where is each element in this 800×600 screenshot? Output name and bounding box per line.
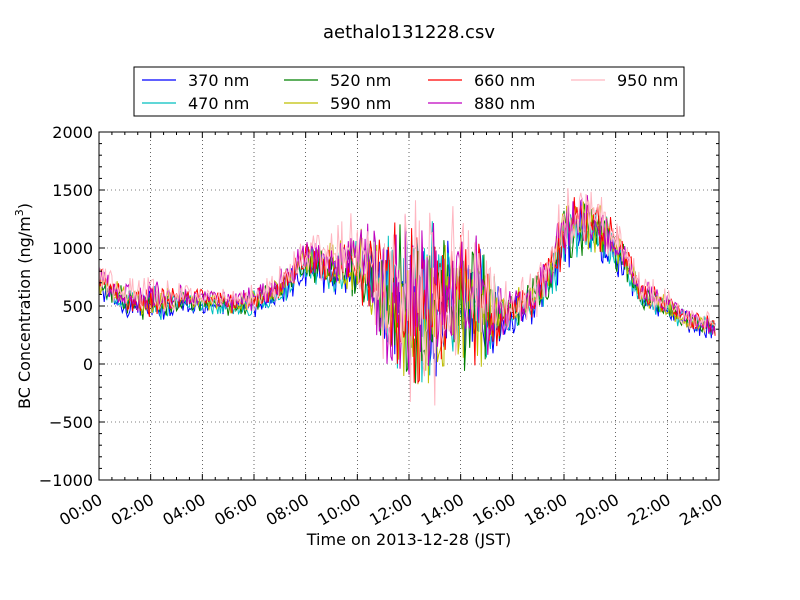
legend-label: 880 nm <box>474 94 535 113</box>
y-tick-label: −500 <box>49 413 93 432</box>
x-tick-label: 04:00 <box>159 490 208 530</box>
series-line <box>98 195 716 375</box>
x-tick-label: 12:00 <box>366 490 415 530</box>
series-layer <box>98 188 716 406</box>
chart-title: aethalo131228.csv <box>323 22 495 43</box>
series-line <box>98 188 716 406</box>
y-axis-label-close: ) <box>15 203 34 209</box>
legend-label: 660 nm <box>474 71 535 90</box>
x-tick-label: 18:00 <box>521 490 570 530</box>
y-tick-label: −1000 <box>39 471 93 490</box>
x-tick-label: 16:00 <box>469 490 518 530</box>
x-tick-label: 00:00 <box>56 490 105 530</box>
ticks: 00:00 02:00 04:00 06:00 08:00 10:00 12:00 14:00… <box>39 123 726 529</box>
legend-label: 950 nm <box>617 71 678 90</box>
legend-label: 590 nm <box>330 94 391 113</box>
x-tick-label: 22:00 <box>624 490 673 530</box>
y-tick-label: 500 <box>62 297 93 316</box>
y-tick-label: 0 <box>83 355 93 374</box>
x-tick-label: 24:00 <box>676 490 725 530</box>
legend-label: 520 nm <box>330 71 391 90</box>
y-tick-label: 1500 <box>52 181 93 200</box>
x-tick-label: 02:00 <box>108 490 157 530</box>
x-tick-label: 06:00 <box>211 490 260 530</box>
y-axis-label-sup: 3 <box>13 209 26 216</box>
x-tick-label: 14:00 <box>418 490 467 530</box>
x-tick-label: 08:00 <box>263 490 312 530</box>
x-tick-label: 20:00 <box>573 490 622 530</box>
legend-label: 370 nm <box>188 71 249 90</box>
y-axis-label-main: BC Concentration (ng/m <box>15 216 34 409</box>
y-tick-label: 1000 <box>52 239 93 258</box>
x-axis-label: Time on 2013-12-28 (JST) <box>306 530 511 549</box>
legend-frame <box>133 66 685 117</box>
y-tick-label: 2000 <box>52 123 93 142</box>
legend: 370 nm 470 nm 520 nm 590 nm 660 nm 880 nm 950 … <box>133 66 685 117</box>
legend-label: 470 nm <box>188 94 249 113</box>
y-axis-label: BC Concentration (ng/m3) <box>13 203 34 409</box>
x-tick-label: 10:00 <box>314 490 363 530</box>
